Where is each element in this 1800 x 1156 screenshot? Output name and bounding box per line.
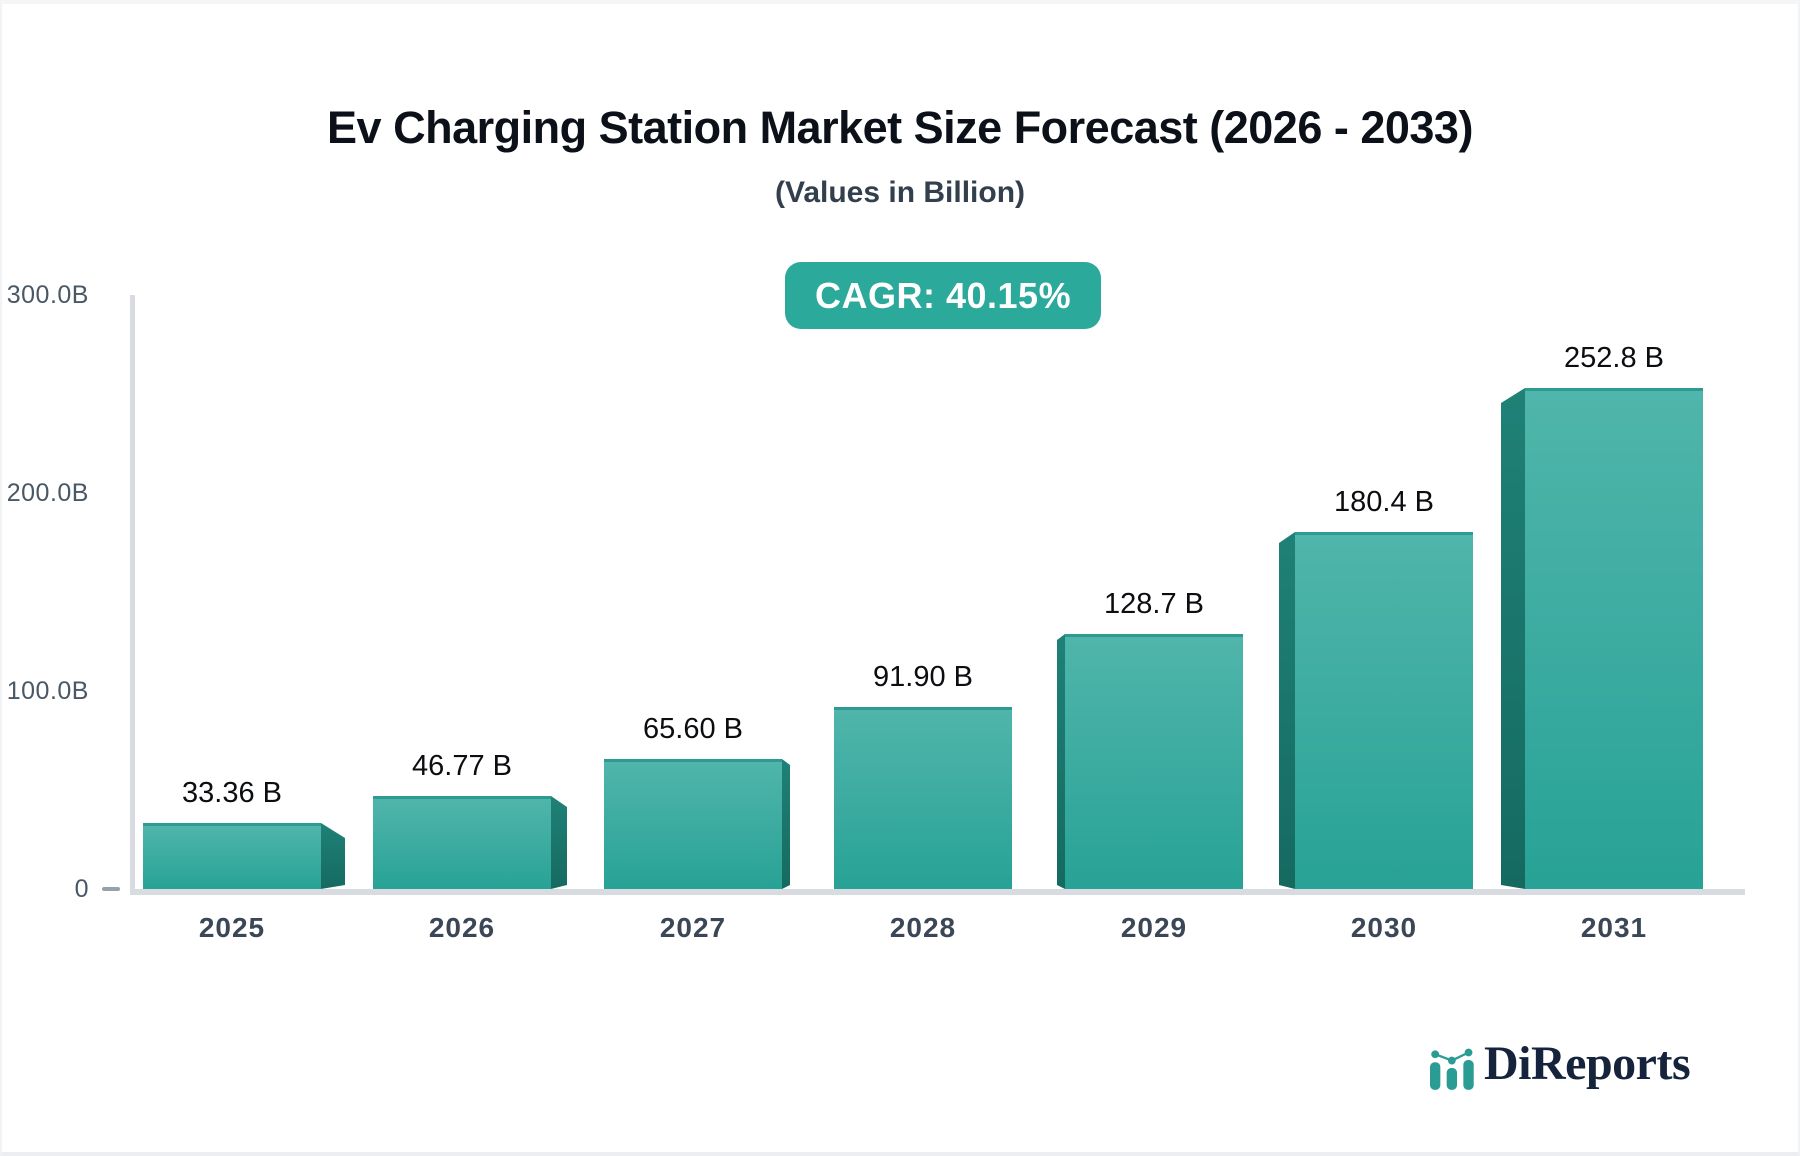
bar-front-face	[604, 759, 782, 889]
bar-value-label: 180.4 B	[1334, 486, 1434, 518]
y-tick-label: 300.0B	[6, 280, 89, 309]
bar-column: 91.90 B	[834, 661, 1012, 889]
y-tick-row: 300.0B	[2, 280, 120, 310]
direports-logo-icon	[1430, 1048, 1474, 1090]
chart-subtitle: (Values in Billion)	[774, 176, 1026, 209]
y-tick-dash	[102, 887, 120, 891]
y-axis-line	[130, 295, 135, 895]
y-tick-row: 200.0B	[2, 478, 120, 508]
x-axis-label: 2031	[1580, 912, 1648, 943]
bar-side-face	[1057, 634, 1065, 889]
bar-side-face	[1501, 388, 1525, 889]
bar-column: 65.60 B	[604, 713, 782, 889]
bar-value-label: 65.60 B	[643, 713, 743, 745]
x-axis-label: 2026	[428, 912, 496, 943]
cagr-badge: CAGR: 40.15%	[785, 262, 1102, 329]
bar-side-face	[551, 796, 567, 889]
x-axis-label: 2030	[1350, 912, 1418, 943]
bar-value-label: 252.8 B	[1564, 342, 1664, 374]
bar-column: 46.77 B	[373, 750, 551, 889]
bar-value-label: 91.90 B	[873, 661, 973, 693]
bar-value-label: 46.77 B	[412, 750, 512, 782]
bar-value-label: 33.36 B	[182, 777, 282, 809]
y-tick-label: 0	[74, 874, 89, 903]
x-axis-label: 2029	[1120, 912, 1188, 943]
y-tick-label: 200.0B	[6, 478, 89, 507]
x-axis-label: 2028	[889, 912, 957, 943]
bar-side-face	[321, 823, 345, 889]
bar-side-face	[782, 759, 790, 889]
y-tick-label: 100.0B	[6, 676, 89, 705]
chart-title: Ev Charging Station Market Size Forecast…	[327, 102, 1473, 153]
bar-value-label: 128.7 B	[1104, 588, 1204, 620]
bar-front-face	[373, 796, 551, 889]
bar-front-face	[1525, 388, 1703, 889]
y-tick-row: 0	[2, 874, 120, 904]
bar-front-face	[143, 823, 321, 889]
direports-logo-text: DiReports	[1484, 1037, 1691, 1090]
bar-front-face	[1065, 634, 1243, 889]
direports-logo: DiReports	[1430, 1037, 1691, 1090]
bar-column: 33.36 B	[143, 777, 321, 889]
y-tick-row: 100.0B	[2, 676, 120, 706]
x-axis-label: 2025	[198, 912, 266, 943]
x-axis-label: 2027	[659, 912, 727, 943]
bar-front-face	[834, 707, 1012, 889]
bar-column: 252.8 B	[1525, 342, 1703, 889]
x-axis-line	[130, 889, 1745, 895]
bar-column: 180.4 B	[1295, 486, 1473, 889]
bar-column: 128.7 B	[1065, 588, 1243, 889]
bar-side-face	[1279, 532, 1295, 889]
bar-front-face	[1295, 532, 1473, 889]
